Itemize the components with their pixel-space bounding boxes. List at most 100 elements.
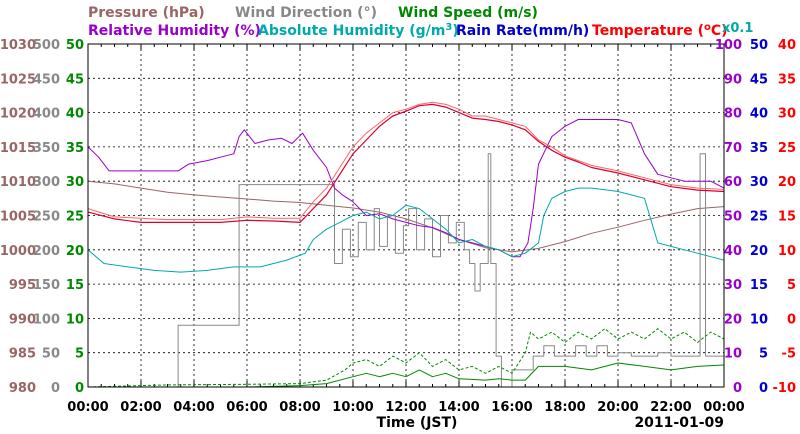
y-tick-humidity: 50 [724, 210, 742, 225]
y-tick-pressure: 1015 [0, 141, 36, 156]
y-tick-humidity: 80 [724, 107, 742, 122]
y-tick-temperature: -10 [773, 381, 797, 396]
x-axis-title: Time (JST) [377, 415, 458, 431]
y-tick-wind-speed: 20 [66, 244, 84, 259]
y-tick-pressure: 990 [9, 312, 36, 327]
y-tick-temperature: 20 [778, 175, 796, 190]
y-tick-rain-rate: 45 [750, 72, 768, 87]
y-tick-rain-rate: 30 [750, 175, 768, 190]
y-tick-humidity: 70 [724, 141, 742, 156]
series-wind-speed-mean [88, 362, 725, 388]
y-tick-pressure: 995 [9, 278, 36, 293]
series-wind-direction [88, 153, 724, 388]
series-pressure [87, 180, 725, 253]
y-tick-wind-speed: 0 [75, 381, 84, 396]
y-tick-pressure: 1010 [0, 175, 36, 190]
y-tick-pressure: 1030 [0, 38, 36, 53]
y-tick-wind-direction: 250 [33, 210, 60, 225]
plot-frame [87, 43, 725, 388]
y-tick-wind-direction: 500 [33, 38, 60, 53]
series-temperature-mean [87, 103, 725, 223]
series-absolute-humidity [87, 187, 725, 273]
x-tick-label: 00:00 [703, 400, 744, 415]
y-tick-humidity: 60 [724, 175, 742, 190]
x-tick-label: 06:00 [226, 400, 267, 415]
x-tick-label: 00:00 [67, 400, 108, 415]
y-tick-temperature: 15 [778, 210, 796, 225]
y-tick-rain-rate: 10 [750, 312, 768, 327]
y-tick-wind-direction: 150 [33, 278, 60, 293]
y-tick-wind-speed: 10 [66, 312, 84, 327]
legend-row-2: Relative Humidity (%) [88, 23, 261, 39]
y-tick-wind-direction: 0 [51, 381, 60, 396]
tick-labels: 1030102510201015101010051000995990985980… [0, 38, 796, 396]
y-tick-wind-speed: 15 [66, 278, 84, 293]
y-tick-rain-rate: 50 [750, 38, 768, 53]
y-tick-humidity: 10 [724, 347, 742, 362]
y-tick-humidity: 40 [724, 244, 742, 259]
y-tick-wind-speed: 25 [66, 210, 84, 225]
y-tick-pressure: 980 [9, 381, 36, 396]
y-tick-humidity: 20 [724, 312, 742, 327]
legend-pressure: Pressure (hPa) [88, 5, 205, 21]
y-tick-wind-speed: 5 [75, 347, 84, 362]
series-wind-speed-max [87, 328, 725, 388]
x-tick-label: 16:00 [491, 400, 532, 415]
y-tick-wind-direction: 100 [33, 312, 60, 327]
abs-humidity-multiplier: x0.1 [722, 21, 753, 36]
y-tick-rain-rate: 40 [750, 107, 768, 122]
y-tick-pressure: 1025 [0, 72, 36, 87]
y-tick-temperature: 40 [778, 38, 796, 53]
y-tick-wind-speed: 35 [66, 141, 84, 156]
legend-absolute-humidity: Absolute Humidity (g/m3) [258, 22, 459, 39]
y-tick-rain-rate: 20 [750, 244, 768, 259]
series-temperature-max [87, 101, 725, 221]
y-tick-humidity: 30 [724, 278, 742, 293]
y-tick-temperature: -5 [782, 347, 796, 362]
series-layer [87, 101, 725, 388]
y-tick-wind-direction: 450 [33, 72, 60, 87]
y-tick-wind-speed: 45 [66, 72, 84, 87]
y-tick-wind-speed: 30 [66, 175, 84, 190]
y-tick-pressure: 1000 [0, 244, 36, 259]
y-tick-pressure: 1005 [0, 210, 36, 225]
y-tick-wind-speed: 50 [66, 38, 84, 53]
y-tick-humidity: 100 [715, 38, 742, 53]
y-tick-temperature: 25 [778, 141, 796, 156]
y-tick-rain-rate: 35 [750, 141, 768, 156]
chart-date: 2011-01-09 [634, 415, 724, 431]
y-tick-wind-speed: 40 [66, 107, 84, 122]
x-tick-label: 12:00 [385, 400, 426, 415]
x-tick-label: 04:00 [173, 400, 214, 415]
y-tick-temperature: 0 [787, 312, 796, 327]
legend-wind-speed: Wind Speed (m/s) [398, 5, 538, 21]
y-tick-wind-direction: 50 [42, 347, 60, 362]
y-tick-rain-rate: 25 [750, 210, 768, 225]
series-relative-humidity [87, 119, 725, 258]
y-tick-rain-rate: 15 [750, 278, 768, 293]
y-tick-rain-rate: 0 [759, 381, 768, 396]
legend-rain-rate: Rain Rate(mm/h) [456, 23, 589, 39]
legend-relative-humidity: Relative Humidity (%) [88, 23, 261, 39]
y-tick-temperature: 30 [778, 107, 796, 122]
legend-temperature: Temperature (oC) [592, 22, 728, 39]
x-tick-label: 14:00 [438, 400, 479, 415]
x-tick-label: 08:00 [279, 400, 320, 415]
y-tick-temperature: 5 [787, 278, 796, 293]
legend-row-1: Pressure (hPa) Wind Direction (°) Wind S… [88, 5, 538, 21]
y-tick-temperature: 10 [778, 244, 796, 259]
x-tick-labels: 00:00 02:00 04:00 06:00 08:00 10:00 12:00 14:00… [67, 400, 744, 415]
x-tick-label: 02:00 [120, 400, 161, 415]
x-tick-label: 20:00 [597, 400, 638, 415]
grid-lines [87, 44, 725, 387]
y-tick-pressure: 985 [9, 347, 36, 362]
y-tick-wind-direction: 200 [33, 244, 60, 259]
legend-wind-direction: Wind Direction (°) [235, 5, 377, 21]
x-tick-label: 18:00 [544, 400, 585, 415]
y-tick-temperature: 35 [778, 72, 796, 87]
y-tick-humidity: 90 [724, 72, 742, 87]
x-tick-label: 22:00 [650, 400, 691, 415]
y-tick-humidity: 0 [733, 381, 742, 396]
x-tick-label: 10:00 [332, 400, 373, 415]
